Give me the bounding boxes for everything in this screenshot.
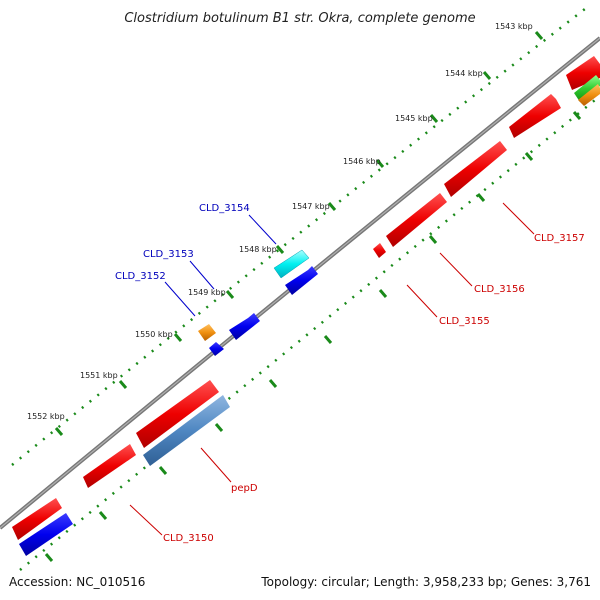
ruler-label: 1549 kbp <box>188 288 226 297</box>
gene-red-pepD-upper[interactable] <box>136 380 219 448</box>
ruler-label: 1546 kbp <box>343 157 381 166</box>
gene-cyan[interactable] <box>273 249 310 279</box>
ruler-label: 1548 kbp <box>239 245 277 254</box>
inner-major-ticks <box>44 111 582 562</box>
gene-label-pepd[interactable]: pepD <box>231 483 258 494</box>
gene-label-cld-3153[interactable]: CLD_3153 <box>143 249 194 260</box>
inner-ruler <box>19 99 596 571</box>
gene-red-left[interactable] <box>12 498 62 540</box>
gene-label-cld-3154[interactable]: CLD_3154 <box>199 203 250 214</box>
ruler-label: 1551 kbp <box>80 371 118 380</box>
leader-lines-red <box>129 202 535 536</box>
gene-blue-3153[interactable] <box>229 313 260 340</box>
gene-orange-right[interactable] <box>578 84 600 106</box>
gene-label-cld-3156[interactable]: CLD_3156 <box>474 284 525 295</box>
leader-lines-blue <box>164 214 277 317</box>
gene-label-cld-3155[interactable]: CLD_3155 <box>439 316 490 327</box>
accession-text: Accession: NC_010516 <box>9 575 145 589</box>
map-title: Clostridium botulinum B1 str. Okra, comp… <box>124 11 475 26</box>
gene-steelblue-pepD[interactable] <box>143 395 230 466</box>
outer-ruler <box>11 4 591 466</box>
gene-label-cld-3150[interactable]: CLD_3150 <box>163 533 214 544</box>
ruler-label: 1547 kbp <box>292 202 330 211</box>
gene-labels: CLD_3154 CLD_3153 CLD_3152 CLD_3157 CLD_… <box>115 203 585 544</box>
gene-blue-3154[interactable] <box>285 266 318 295</box>
gene-red-3155[interactable] <box>373 243 386 258</box>
gene-blue-left[interactable] <box>19 513 73 556</box>
ruler-label: 1550 kbp <box>135 330 173 339</box>
ruler-label: 1544 kbp <box>445 69 483 78</box>
ruler-major-ticks <box>54 31 544 436</box>
gene-red-3156[interactable] <box>386 193 447 247</box>
gene-label-cld-3152[interactable]: CLD_3152 <box>115 271 166 282</box>
ruler-label: 1552 kbp <box>27 412 65 421</box>
ruler-label: 1545 kbp <box>395 114 433 123</box>
gene-red-3150[interactable] <box>83 444 136 488</box>
ruler-label: 1543 kbp <box>495 22 533 31</box>
gene-orange[interactable] <box>198 324 216 341</box>
gene-label-cld-3157[interactable]: CLD_3157 <box>534 233 585 244</box>
gene-green[interactable] <box>574 75 600 102</box>
ruler-labels: 1543 kbp 1544 kbp 1545 kbp 1546 kbp 1547… <box>27 22 533 421</box>
gene-blue-3152[interactable] <box>209 342 224 356</box>
topology-text: Topology: circular; Length: 3,958,233 bp… <box>260 575 591 589</box>
